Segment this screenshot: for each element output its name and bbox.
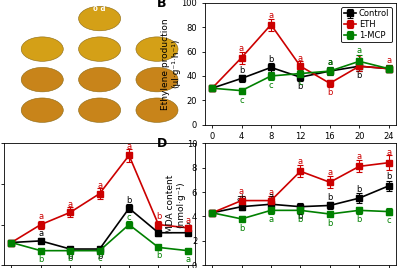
Text: c: c xyxy=(127,213,131,222)
Text: c: c xyxy=(269,81,273,90)
Text: a: a xyxy=(126,142,132,151)
Ellipse shape xyxy=(136,98,178,122)
Text: b: b xyxy=(356,185,362,195)
X-axis label: Storage days(d): Storage days(d) xyxy=(264,143,336,152)
Text: b: b xyxy=(356,215,362,224)
Text: b: b xyxy=(327,88,332,97)
Text: A: A xyxy=(10,6,19,19)
Text: a: a xyxy=(97,181,102,190)
Text: a: a xyxy=(239,187,244,196)
Text: a: a xyxy=(357,46,362,55)
Text: c: c xyxy=(386,217,391,225)
Y-axis label: MDA content
(nmol·g⁻¹): MDA content (nmol·g⁻¹) xyxy=(166,175,185,233)
Text: a: a xyxy=(327,58,332,68)
Text: b: b xyxy=(38,255,44,264)
Legend: Control, ETH, 1-MCP: Control, ETH, 1-MCP xyxy=(341,7,392,42)
Text: a: a xyxy=(268,192,274,200)
Text: a: a xyxy=(268,188,274,197)
Text: 16 d: 16 d xyxy=(6,77,20,82)
Text: Control: Control xyxy=(31,32,54,37)
Ellipse shape xyxy=(21,68,63,92)
Ellipse shape xyxy=(136,37,178,61)
Text: a: a xyxy=(327,168,332,177)
Text: a: a xyxy=(357,54,362,62)
Y-axis label: Ethylene production
(μl·g⁻¹·h⁻¹): Ethylene production (μl·g⁻¹·h⁻¹) xyxy=(161,18,180,110)
Text: a: a xyxy=(386,148,391,157)
Text: ETH: ETH xyxy=(93,32,106,37)
Text: a: a xyxy=(68,200,73,209)
Text: c: c xyxy=(239,95,244,105)
Text: b: b xyxy=(68,254,73,263)
Text: b: b xyxy=(268,55,274,64)
Text: a: a xyxy=(239,44,244,53)
Ellipse shape xyxy=(78,37,121,61)
Text: 1-MCP: 1-MCP xyxy=(147,32,167,37)
Text: B: B xyxy=(157,0,166,10)
Text: b: b xyxy=(386,172,391,181)
Text: 20 d: 20 d xyxy=(6,108,20,113)
Text: b: b xyxy=(156,251,161,260)
Text: D: D xyxy=(157,137,167,150)
Ellipse shape xyxy=(21,37,63,61)
Text: a: a xyxy=(268,215,274,224)
Text: a: a xyxy=(386,56,391,65)
Text: b: b xyxy=(327,193,332,202)
Text: c: c xyxy=(97,254,102,263)
Text: a: a xyxy=(38,212,43,221)
Text: 8 d: 8 d xyxy=(6,47,16,52)
Text: b: b xyxy=(126,196,132,205)
Text: b: b xyxy=(239,224,244,233)
Text: b: b xyxy=(298,211,303,221)
Text: b: b xyxy=(156,212,161,221)
Text: b: b xyxy=(239,66,244,75)
Text: a: a xyxy=(298,54,303,62)
Ellipse shape xyxy=(78,68,121,92)
Ellipse shape xyxy=(78,98,121,122)
Text: a: a xyxy=(185,221,190,230)
Ellipse shape xyxy=(136,68,178,92)
Text: a: a xyxy=(38,229,43,239)
Text: b: b xyxy=(356,71,362,80)
Text: c: c xyxy=(298,79,303,87)
Text: b: b xyxy=(97,252,102,261)
Text: b: b xyxy=(68,252,73,261)
Text: a: a xyxy=(298,157,303,166)
Text: b: b xyxy=(298,82,303,91)
Text: ab: ab xyxy=(236,194,247,203)
Ellipse shape xyxy=(21,98,63,122)
Text: a: a xyxy=(185,255,190,264)
Text: a: a xyxy=(357,152,362,162)
Text: a: a xyxy=(185,217,190,225)
Text: b: b xyxy=(327,219,332,228)
Text: 0 d: 0 d xyxy=(93,6,106,12)
Text: a: a xyxy=(268,11,274,20)
Ellipse shape xyxy=(78,6,121,31)
Text: b: b xyxy=(298,215,303,224)
Text: a: a xyxy=(327,58,332,68)
Text: a: a xyxy=(156,221,161,230)
